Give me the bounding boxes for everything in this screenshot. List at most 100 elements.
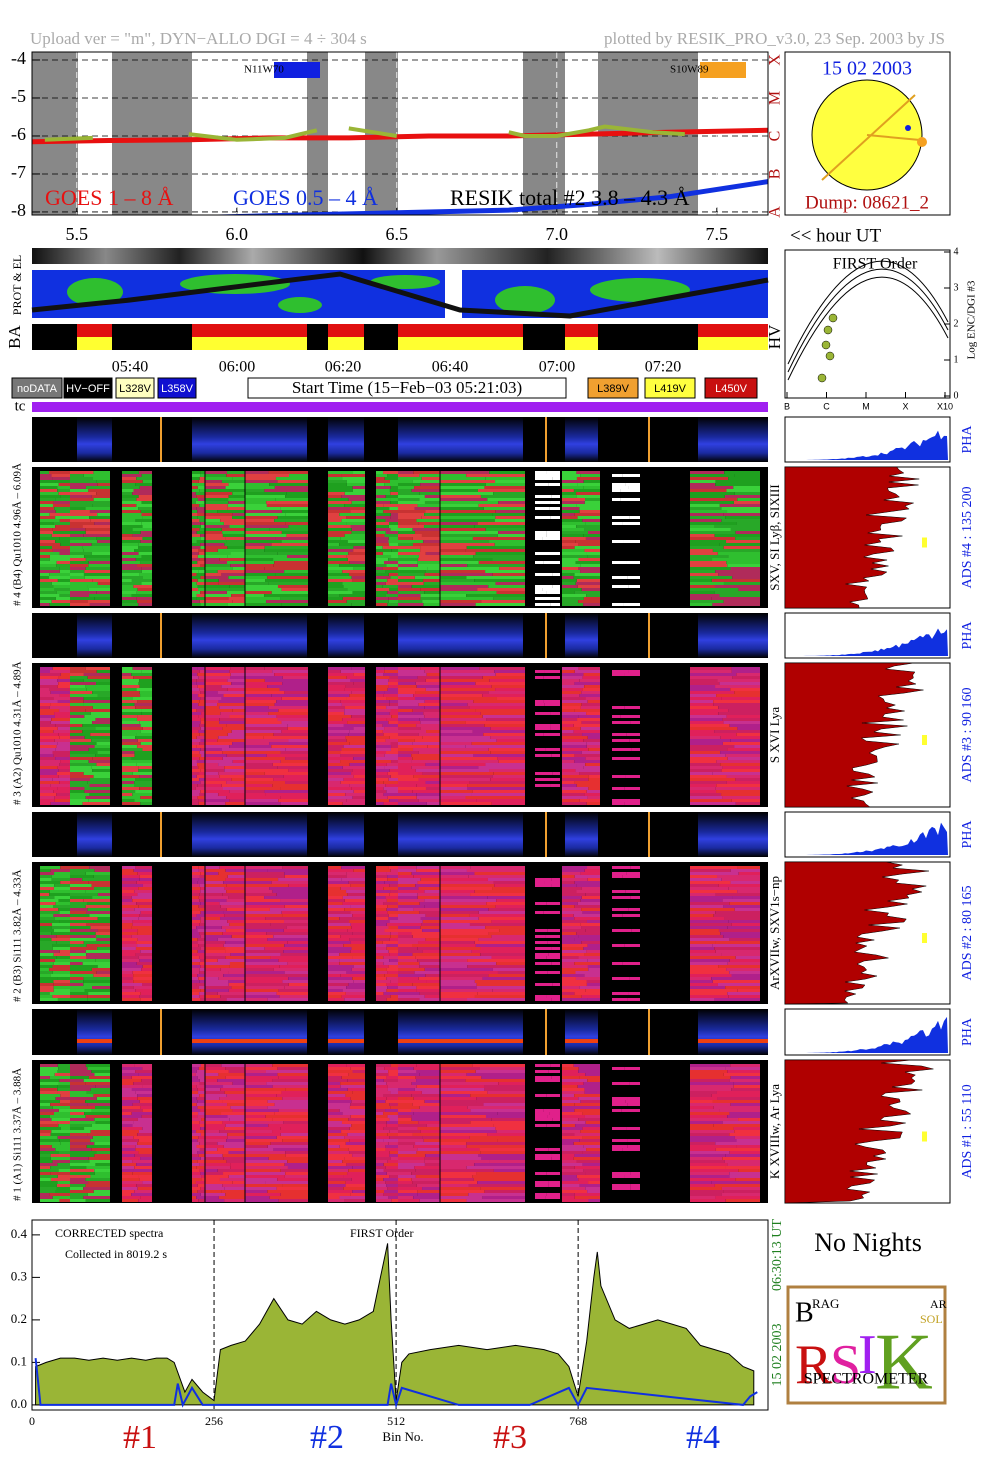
stripe (562, 902, 578, 905)
stripe (192, 983, 197, 986)
stripe (386, 697, 398, 700)
legend-entry: GOES 1 – 8 Å (45, 185, 173, 210)
stripe (492, 989, 525, 992)
stripe (562, 679, 580, 682)
stripe (136, 1163, 152, 1166)
stripe (349, 920, 365, 923)
stripe (85, 531, 110, 534)
stripe (40, 706, 50, 709)
stripe (245, 1097, 283, 1100)
stripe (473, 555, 525, 558)
stripe (245, 1118, 273, 1121)
stripe (205, 670, 230, 673)
stripe (582, 1112, 600, 1115)
stripe (87, 585, 110, 588)
stripe (440, 781, 470, 784)
stripe (723, 905, 760, 908)
stripe (328, 673, 354, 676)
stripe (414, 1088, 440, 1091)
stripe (328, 558, 348, 561)
stripe (281, 531, 308, 534)
x-tick-label: 0 (29, 1414, 35, 1428)
stripe (690, 875, 718, 878)
stripe (122, 799, 135, 802)
stripe (122, 694, 141, 697)
stripe (192, 1115, 198, 1118)
stripe (122, 908, 135, 911)
stripe (280, 1193, 308, 1196)
stripe (57, 1091, 70, 1094)
stripe (60, 543, 70, 546)
stripe (122, 1073, 139, 1076)
stripe (132, 1160, 152, 1163)
stripe (205, 712, 221, 715)
stripe (440, 908, 489, 911)
stripe (328, 989, 343, 992)
stripe (328, 597, 343, 600)
stripe (690, 974, 732, 977)
ads-label: ADS #3 : 90 160 (960, 688, 975, 783)
stripe (40, 1115, 50, 1118)
stripe (383, 471, 398, 474)
stripe (440, 869, 467, 872)
stripe (83, 474, 110, 477)
stripe (376, 1142, 389, 1145)
stripe (205, 597, 229, 600)
stripe (328, 887, 341, 890)
stripe (50, 721, 70, 724)
stripe (345, 1142, 365, 1145)
stripe (328, 1136, 345, 1139)
stripe (535, 1076, 552, 1079)
stripe (328, 603, 352, 606)
stripe (199, 980, 205, 983)
stripe (494, 519, 525, 522)
stripe (398, 1130, 421, 1133)
stripe (230, 1106, 245, 1109)
stripe (474, 890, 525, 893)
stripe (328, 778, 344, 781)
stripe (140, 510, 152, 513)
stripe (492, 513, 525, 516)
stripe (562, 1106, 576, 1109)
legend-entry: GOES 0.5 – 4 Å (233, 185, 378, 210)
stripe (70, 793, 90, 796)
stripe (421, 516, 440, 519)
stripe (728, 709, 760, 712)
stripe (341, 866, 365, 869)
stripe (562, 1175, 577, 1178)
stripe (245, 480, 278, 483)
stripe (440, 1076, 482, 1079)
stripe (192, 872, 201, 875)
stripe (476, 1100, 525, 1103)
stripe (205, 784, 222, 787)
stripe (232, 1082, 245, 1085)
stripe (192, 992, 200, 995)
stripe (205, 781, 227, 784)
stripe (390, 935, 398, 938)
stripe (341, 703, 365, 706)
stripe (440, 603, 476, 606)
stripe (715, 480, 760, 483)
ads-label: ADS #1 : 55 110 (960, 1084, 975, 1178)
stripe (581, 751, 600, 754)
stripe (413, 908, 440, 911)
pha-band (398, 1009, 523, 1055)
stripe (192, 796, 198, 799)
stripe (192, 694, 199, 697)
stripe (199, 733, 205, 736)
stripe (562, 1085, 578, 1088)
stripe (440, 923, 470, 926)
stripe (578, 600, 600, 603)
stripe (122, 1067, 143, 1070)
stripe (398, 920, 423, 923)
stripe (281, 510, 308, 513)
stripe (122, 495, 139, 498)
stripe (690, 917, 725, 920)
stripe (122, 998, 141, 1001)
stripe (88, 881, 110, 884)
stripe (546, 591, 560, 594)
stripe (91, 739, 110, 742)
stripe (376, 721, 389, 724)
stripe (498, 1082, 525, 1085)
stripe (535, 591, 547, 594)
